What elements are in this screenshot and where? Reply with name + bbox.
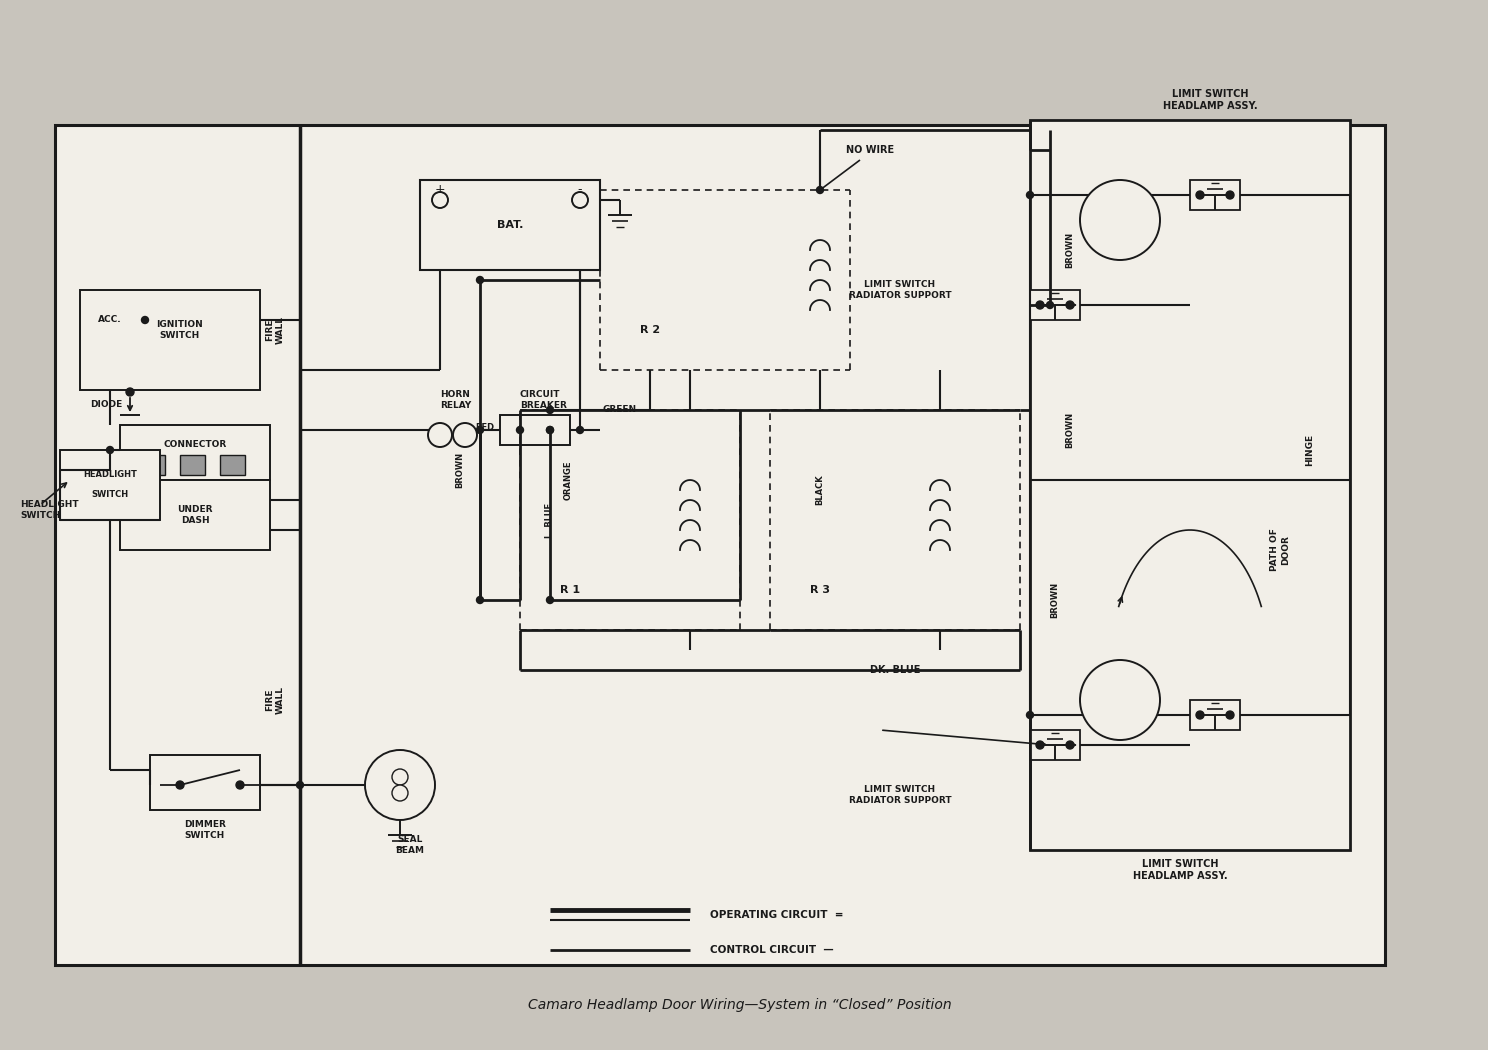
- Bar: [121, 480, 269, 550]
- Text: BROWN: BROWN: [1065, 412, 1074, 448]
- Bar: [1030, 730, 1080, 760]
- Text: HEADLIGHT
SWITCH: HEADLIGHT SWITCH: [19, 500, 79, 520]
- Text: -: -: [577, 184, 582, 196]
- Bar: [1030, 120, 1350, 851]
- Text: CONTROL CIRCUIT  —: CONTROL CIRCUIT —: [710, 945, 833, 956]
- Text: ORANGE: ORANGE: [564, 460, 573, 500]
- Bar: [60, 450, 161, 520]
- Text: ACC.: ACC.: [98, 315, 122, 324]
- Bar: [140, 455, 165, 475]
- Circle shape: [1027, 712, 1034, 718]
- Text: L. BLUE: L. BLUE: [546, 503, 555, 538]
- Circle shape: [429, 423, 452, 447]
- Circle shape: [1065, 741, 1074, 749]
- Circle shape: [546, 596, 554, 604]
- Text: +: +: [434, 184, 445, 196]
- Circle shape: [296, 781, 304, 789]
- Bar: [150, 755, 260, 810]
- Text: LIMIT SWITCH
RADIATOR SUPPORT: LIMIT SWITCH RADIATOR SUPPORT: [848, 785, 951, 804]
- Circle shape: [476, 596, 484, 604]
- Circle shape: [365, 750, 434, 820]
- Circle shape: [476, 276, 484, 284]
- Text: GREEN: GREEN: [603, 405, 637, 415]
- Text: LIMIT SWITCH
HEADLAMP ASSY.: LIMIT SWITCH HEADLAMP ASSY.: [1162, 89, 1257, 111]
- Text: SEAL
BEAM: SEAL BEAM: [396, 836, 424, 855]
- Text: HORN
RELAY: HORN RELAY: [440, 391, 472, 410]
- Bar: [1030, 290, 1080, 320]
- Circle shape: [141, 316, 149, 323]
- Circle shape: [391, 769, 408, 785]
- Bar: [220, 455, 246, 475]
- Text: R 1: R 1: [559, 585, 580, 595]
- Text: HINGE: HINGE: [1305, 434, 1314, 466]
- Circle shape: [817, 187, 823, 193]
- Circle shape: [1036, 301, 1045, 309]
- Text: DIMMER
SWITCH: DIMMER SWITCH: [185, 820, 226, 840]
- Circle shape: [452, 423, 478, 447]
- Text: BROWN: BROWN: [455, 452, 464, 488]
- Circle shape: [516, 426, 524, 434]
- Bar: [121, 425, 269, 480]
- Circle shape: [576, 426, 583, 434]
- Circle shape: [476, 426, 484, 434]
- Text: DIODE: DIODE: [89, 400, 122, 410]
- Circle shape: [546, 426, 554, 434]
- Text: BAT.: BAT.: [497, 220, 524, 230]
- Text: LIMIT SWITCH
RADIATOR SUPPORT: LIMIT SWITCH RADIATOR SUPPORT: [848, 280, 951, 299]
- Circle shape: [1196, 191, 1204, 200]
- Circle shape: [546, 406, 554, 414]
- Text: SWITCH: SWITCH: [91, 490, 128, 500]
- Circle shape: [1036, 741, 1045, 749]
- Bar: [55, 125, 1385, 965]
- Circle shape: [237, 781, 244, 789]
- Text: LIMIT SWITCH
HEADLAMP ASSY.: LIMIT SWITCH HEADLAMP ASSY.: [1132, 859, 1228, 881]
- Circle shape: [1226, 711, 1234, 719]
- Circle shape: [571, 192, 588, 208]
- Text: CIRCUIT
BREAKER: CIRCUIT BREAKER: [519, 391, 567, 410]
- Bar: [1190, 700, 1240, 730]
- Bar: [420, 180, 600, 270]
- Bar: [500, 415, 570, 445]
- Text: FIRE
WALL: FIRE WALL: [265, 316, 284, 344]
- Circle shape: [1226, 191, 1234, 200]
- Text: RED: RED: [476, 423, 494, 433]
- Circle shape: [1080, 660, 1161, 740]
- Circle shape: [391, 785, 408, 801]
- Circle shape: [1027, 191, 1034, 198]
- Circle shape: [126, 388, 134, 396]
- Text: R 2: R 2: [640, 326, 661, 335]
- Text: IGNITION
SWITCH: IGNITION SWITCH: [156, 320, 204, 340]
- Bar: [180, 455, 205, 475]
- Circle shape: [1065, 301, 1074, 309]
- Text: CONNECTOR: CONNECTOR: [164, 441, 226, 449]
- Circle shape: [1196, 711, 1204, 719]
- Text: R 3: R 3: [809, 585, 830, 595]
- Bar: [1190, 180, 1240, 210]
- Text: OPERATING CIRCUIT  =: OPERATING CIRCUIT =: [710, 910, 844, 920]
- Text: Camaro Headlamp Door Wiring—System in “Closed” Position: Camaro Headlamp Door Wiring—System in “C…: [528, 998, 952, 1012]
- Text: BROWN: BROWN: [1065, 232, 1074, 268]
- Text: PATH OF
DOOR: PATH OF DOOR: [1271, 528, 1290, 571]
- Text: FIRE
WALL: FIRE WALL: [265, 686, 284, 714]
- Text: UNDER
DASH: UNDER DASH: [177, 505, 213, 525]
- Circle shape: [546, 426, 554, 434]
- Text: BLACK: BLACK: [815, 475, 824, 505]
- Bar: [80, 290, 260, 390]
- Text: NO WIRE: NO WIRE: [847, 145, 894, 155]
- Circle shape: [107, 446, 113, 454]
- Circle shape: [1046, 301, 1054, 309]
- Text: HEADLIGHT: HEADLIGHT: [83, 470, 137, 480]
- Circle shape: [176, 781, 185, 789]
- Text: DK. BLUE: DK. BLUE: [870, 665, 920, 675]
- Circle shape: [432, 192, 448, 208]
- Circle shape: [1080, 180, 1161, 260]
- Text: BROWN: BROWN: [1051, 582, 1059, 618]
